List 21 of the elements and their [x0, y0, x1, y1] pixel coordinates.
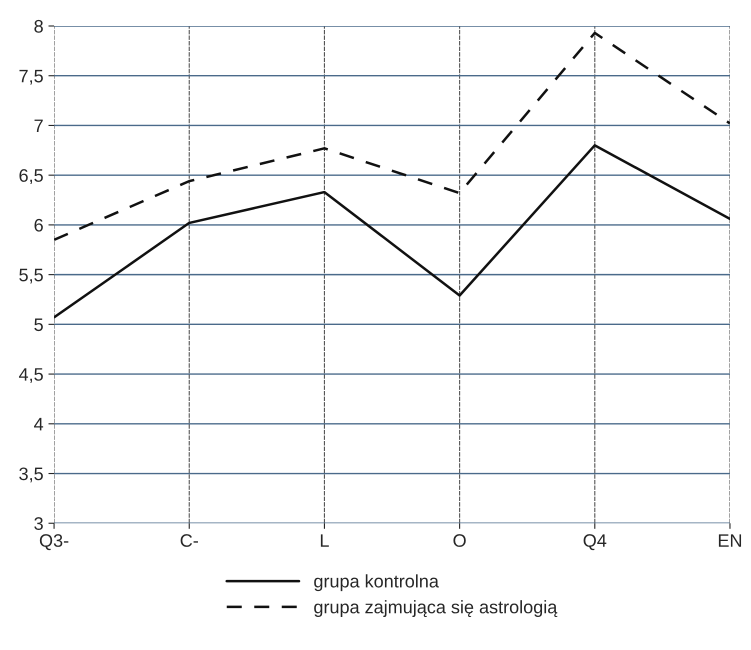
y-tick-label: 3: [34, 517, 43, 530]
x-tick-label: O: [453, 534, 466, 547]
y-tick-label: 6,5: [19, 169, 43, 184]
line-series: [54, 144, 730, 319]
y-tick-label: 4,5: [18, 368, 43, 383]
y-tick-label: 8: [34, 20, 43, 33]
x-tick-label: Q3-: [40, 534, 68, 550]
x-tick-label: Q4: [584, 534, 606, 550]
y-tick-label: 4: [34, 418, 44, 430]
x-tick-label: EN: [718, 534, 742, 547]
y-tick-label: 5,5: [19, 268, 43, 284]
y-tick-label: 7,5: [19, 70, 43, 85]
y-tick-label: 6: [34, 218, 43, 232]
y-tick-label: 7: [34, 120, 43, 132]
legend-label: grupa zajmująca się astrologią: [314, 600, 558, 618]
y-tick-label: 3,5: [19, 467, 43, 482]
y-tick-label: 5: [34, 318, 43, 332]
x-tick-label: L: [320, 534, 329, 547]
line-series: [54, 32, 730, 242]
x-tick-label: C-: [180, 534, 198, 547]
legend-label: grupa kontrolna: [314, 574, 439, 592]
